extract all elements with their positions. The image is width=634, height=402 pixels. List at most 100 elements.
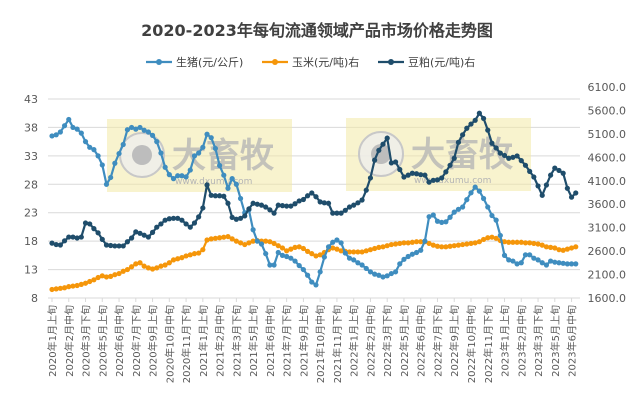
x-tick-label: 2021年7月下旬 bbox=[281, 305, 294, 377]
data-point bbox=[455, 242, 462, 248]
data-point bbox=[267, 262, 273, 268]
data-point bbox=[95, 230, 101, 236]
data-point bbox=[162, 262, 168, 268]
right-tick-label: 2600.0 bbox=[588, 245, 627, 258]
data-point bbox=[70, 234, 76, 240]
data-point bbox=[221, 234, 227, 240]
data-point bbox=[543, 182, 550, 188]
x-tick-label: 2021年2月中旬 bbox=[214, 305, 227, 377]
data-point bbox=[258, 202, 265, 208]
data-point bbox=[480, 195, 487, 202]
left-tick-label: 33 bbox=[24, 150, 38, 163]
data-point bbox=[108, 273, 114, 279]
data-point bbox=[166, 172, 172, 178]
data-point bbox=[246, 240, 252, 246]
watermark-pupil bbox=[132, 145, 152, 165]
data-point bbox=[451, 209, 457, 215]
data-point bbox=[430, 177, 436, 183]
data-point bbox=[87, 221, 93, 227]
data-point bbox=[535, 257, 541, 263]
data-point bbox=[292, 201, 298, 207]
data-point bbox=[455, 139, 462, 145]
data-point bbox=[372, 157, 378, 163]
data-point bbox=[510, 154, 516, 160]
data-point bbox=[116, 150, 122, 157]
data-point bbox=[49, 240, 55, 246]
data-point bbox=[573, 244, 579, 250]
data-point bbox=[187, 167, 193, 173]
data-point bbox=[468, 240, 474, 247]
data-point bbox=[346, 204, 353, 210]
data-point bbox=[556, 260, 562, 266]
data-point bbox=[124, 239, 131, 245]
data-point bbox=[183, 253, 189, 259]
data-point bbox=[313, 194, 319, 200]
data-point bbox=[57, 285, 63, 291]
data-point bbox=[284, 203, 290, 209]
watermark-text: 大畜牧 bbox=[172, 136, 275, 176]
data-point bbox=[254, 201, 260, 207]
data-point bbox=[342, 207, 348, 213]
data-point bbox=[480, 115, 487, 122]
data-point bbox=[568, 261, 575, 267]
watermark-text: 大畜牧 bbox=[411, 135, 514, 175]
x-tick-label: 2022年5月上旬 bbox=[398, 305, 411, 377]
right-tick-label: 3600.0 bbox=[588, 198, 627, 211]
data-point bbox=[363, 265, 369, 272]
data-point bbox=[309, 279, 315, 285]
data-point bbox=[133, 261, 139, 267]
data-point bbox=[191, 153, 198, 159]
data-point bbox=[543, 244, 550, 250]
data-point bbox=[124, 266, 131, 273]
data-point bbox=[434, 218, 441, 224]
data-point bbox=[242, 241, 248, 248]
data-point bbox=[531, 240, 537, 247]
data-point bbox=[61, 123, 68, 129]
data-point bbox=[204, 131, 210, 137]
data-point bbox=[409, 170, 415, 176]
data-point bbox=[468, 121, 474, 127]
data-point bbox=[296, 198, 302, 204]
data-point bbox=[476, 110, 482, 116]
data-point bbox=[384, 135, 390, 141]
data-point bbox=[137, 124, 143, 131]
data-point bbox=[334, 237, 340, 243]
data-point bbox=[539, 260, 545, 266]
data-point bbox=[74, 235, 80, 241]
data-point bbox=[338, 240, 344, 246]
data-point bbox=[380, 244, 386, 250]
data-point bbox=[460, 241, 466, 248]
x-tick-label: 2020年9月上旬 bbox=[147, 305, 160, 377]
data-point bbox=[208, 135, 214, 141]
data-point bbox=[330, 210, 336, 216]
data-point bbox=[145, 129, 151, 135]
x-tick-label: 2022年10月中旬 bbox=[465, 305, 478, 383]
data-point bbox=[480, 236, 487, 243]
data-point bbox=[418, 172, 424, 178]
data-point bbox=[430, 242, 436, 248]
data-point bbox=[493, 145, 499, 151]
data-point bbox=[229, 176, 235, 182]
data-point bbox=[149, 229, 156, 235]
data-point bbox=[137, 230, 143, 236]
data-point bbox=[397, 261, 403, 267]
data-point bbox=[309, 190, 315, 196]
data-point bbox=[187, 252, 193, 258]
data-point bbox=[527, 252, 533, 258]
data-point bbox=[388, 270, 394, 277]
data-point bbox=[485, 204, 491, 210]
data-point bbox=[367, 247, 374, 253]
data-point bbox=[166, 260, 172, 266]
x-tick-label: 2020年10月中旬 bbox=[163, 305, 176, 383]
data-point bbox=[221, 193, 227, 199]
data-point bbox=[154, 139, 160, 145]
data-point bbox=[443, 244, 449, 250]
data-point bbox=[451, 243, 457, 249]
data-point bbox=[464, 125, 470, 131]
data-point bbox=[183, 174, 189, 180]
data-point bbox=[74, 282, 80, 289]
x-tick-label: 2020年3月下旬 bbox=[80, 305, 93, 377]
data-point bbox=[346, 255, 353, 261]
